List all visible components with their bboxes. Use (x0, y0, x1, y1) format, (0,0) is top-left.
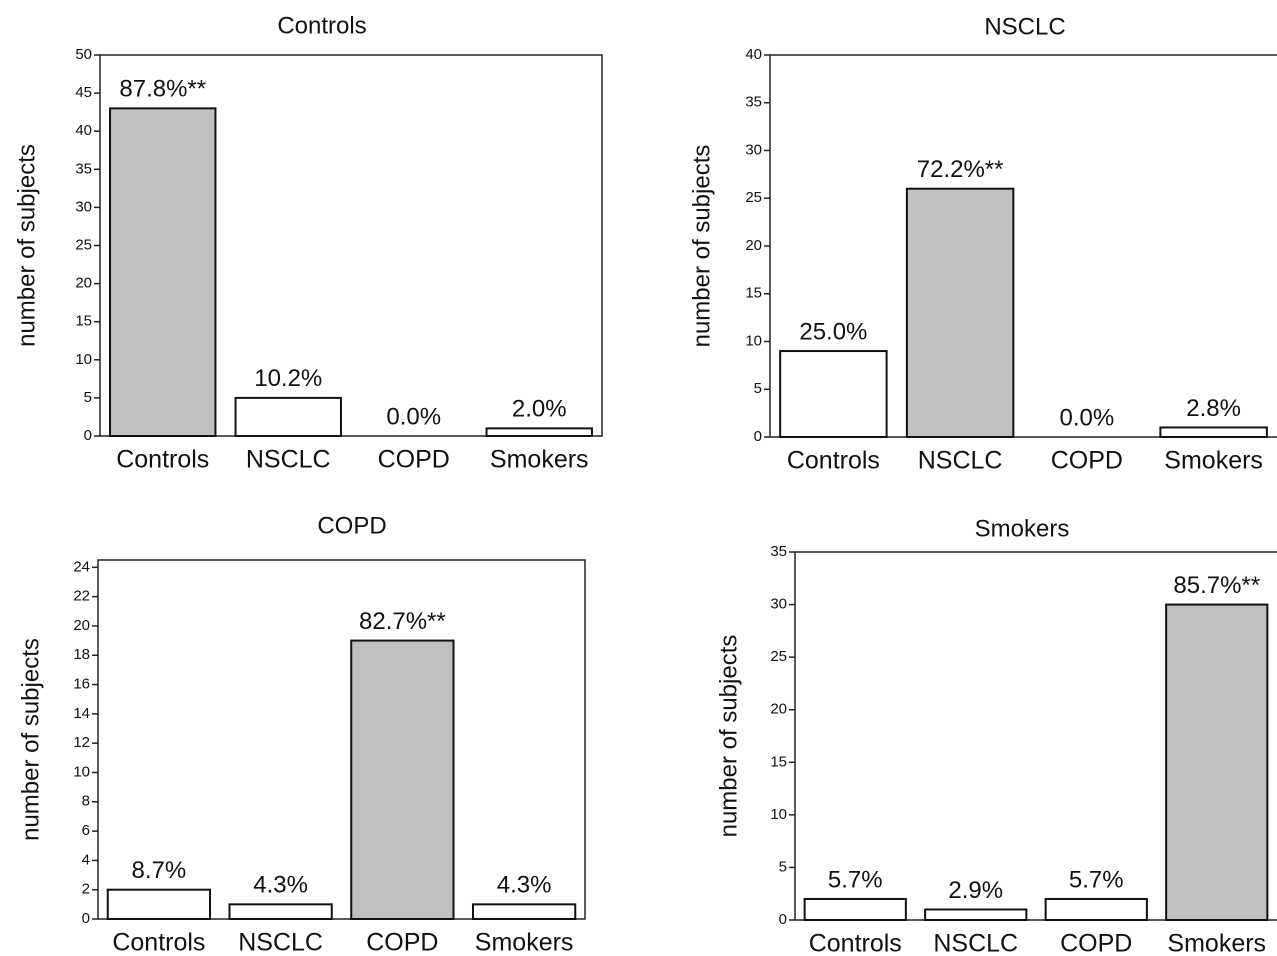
y-tick-label: 0 (754, 428, 762, 445)
y-tick-label: 40 (745, 46, 762, 63)
y-tick-label: 16 (73, 676, 90, 693)
y-tick-label: 6 (82, 822, 90, 839)
y-axis-label: number of subjects (715, 635, 742, 838)
x-tick-label: Smokers (490, 446, 589, 474)
y-tick-label: 25 (770, 648, 787, 665)
y-tick-label: 22 (73, 588, 90, 605)
y-tick-label: 45 (75, 84, 92, 101)
y-tick-label: 20 (745, 237, 762, 254)
y-tick-label: 14 (73, 705, 90, 722)
y-tick-label: 25 (75, 236, 92, 253)
y-tick-label: 5 (84, 389, 92, 406)
bar-annotation: 0.0% (1060, 404, 1115, 431)
x-tick-label: COPD (366, 929, 438, 956)
y-tick-label: 15 (745, 285, 762, 302)
chart-title: Smokers (975, 515, 1070, 542)
bar-annotation: 4.3% (497, 872, 552, 899)
y-tick-label: 30 (75, 198, 92, 215)
y-tick-label: 10 (745, 332, 762, 349)
x-tick-label: Controls (787, 447, 880, 475)
x-tick-label: Smokers (1164, 447, 1263, 475)
bar-annotation: 5.7% (1069, 866, 1124, 893)
bar (1159, 426, 1268, 439)
y-axis-label: number of subjects (17, 638, 44, 841)
y-tick-label: 35 (745, 94, 762, 111)
y-axis-label: number of subjects (13, 144, 40, 347)
bar-annotation: 10.2% (254, 365, 322, 392)
bar-annotation: 85.7%** (1173, 572, 1260, 599)
y-tick-label: 10 (770, 806, 787, 823)
y-tick-label: 35 (770, 543, 787, 560)
y-tick-label: 18 (73, 646, 90, 663)
x-tick-label: NSCLC (933, 930, 1018, 956)
bar-annotation: 5.7% (828, 866, 883, 893)
x-tick-label: COPD (1051, 447, 1123, 475)
y-tick-label: 15 (75, 313, 92, 330)
y-tick-label: 20 (73, 617, 90, 634)
y-tick-label: 20 (770, 701, 787, 718)
y-axis-label: number of subjects (688, 145, 715, 348)
bar (803, 897, 907, 922)
bar-annotation: 8.7% (132, 857, 187, 884)
bar (471, 903, 577, 920)
bar (779, 350, 888, 438)
bar (485, 427, 593, 438)
y-tick-label: 5 (754, 380, 762, 397)
x-tick-label: Smokers (475, 929, 574, 956)
bar-annotation: 2.9% (948, 877, 1003, 904)
x-tick-label: Controls (116, 446, 209, 474)
bar-annotation: 82.7%** (359, 608, 446, 635)
bar-annotation: 72.2%** (917, 156, 1004, 183)
y-tick-label: 8 (82, 793, 90, 810)
bar (924, 908, 1028, 922)
y-tick-label: 30 (745, 141, 762, 158)
y-tick-label: 15 (770, 753, 787, 770)
y-tick-label: 10 (75, 351, 92, 368)
y-tick-label: 0 (84, 427, 92, 444)
y-tick-label: 20 (75, 275, 92, 292)
chart-title: Controls (277, 12, 366, 39)
y-tick-label: 2 (82, 881, 90, 898)
y-tick-label: 24 (73, 558, 90, 575)
x-tick-label: COPD (1060, 930, 1132, 956)
chart-title: NSCLC (984, 13, 1065, 40)
bar (106, 888, 212, 920)
y-tick-label: 35 (75, 160, 92, 177)
x-tick-label: COPD (378, 446, 450, 474)
y-tick-label: 40 (75, 122, 92, 139)
bar (1165, 603, 1269, 921)
bar-annotation: 0.0% (386, 403, 441, 430)
x-tick-label: NSCLC (918, 447, 1003, 475)
x-tick-label: NSCLC (238, 929, 323, 956)
plot-frame (97, 559, 586, 920)
x-tick-label: NSCLC (246, 446, 331, 474)
chart-title: COPD (317, 512, 386, 539)
bar-annotation: 4.3% (253, 872, 308, 899)
bar (109, 107, 217, 437)
y-tick-label: 12 (73, 734, 90, 751)
bar-annotation: 25.0% (799, 318, 867, 345)
x-tick-label: Smokers (1167, 930, 1266, 956)
x-tick-label: Controls (809, 930, 902, 956)
y-tick-label: 0 (779, 911, 787, 928)
y-tick-label: 30 (770, 596, 787, 613)
bar (350, 639, 455, 921)
bar (234, 396, 342, 437)
bar (1044, 897, 1148, 922)
y-tick-label: 5 (779, 858, 787, 875)
x-tick-label: Controls (112, 929, 205, 956)
bar (905, 187, 1015, 438)
bar (228, 903, 333, 920)
y-tick-label: 50 (75, 46, 92, 63)
y-tick-label: 10 (73, 763, 90, 780)
bar-annotation: 2.0% (512, 396, 567, 423)
y-tick-label: 25 (745, 189, 762, 206)
bar-annotation: 87.8%** (119, 76, 206, 103)
y-tick-label: 0 (82, 910, 90, 927)
y-tick-label: 4 (82, 851, 90, 868)
bar-annotation: 2.8% (1186, 395, 1241, 422)
plot-frame (794, 551, 1277, 921)
